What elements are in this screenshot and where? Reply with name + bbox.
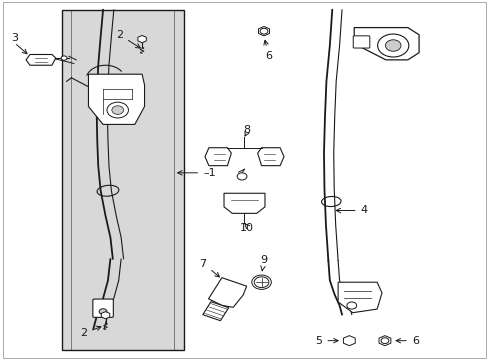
Text: 5: 5 — [315, 336, 338, 346]
Text: 10: 10 — [240, 224, 253, 233]
Polygon shape — [26, 54, 56, 65]
Polygon shape — [203, 302, 228, 321]
Text: 6: 6 — [395, 336, 418, 346]
FancyBboxPatch shape — [93, 299, 113, 318]
Text: 6: 6 — [264, 40, 272, 61]
Text: 7: 7 — [199, 258, 219, 277]
Polygon shape — [61, 10, 183, 350]
Circle shape — [99, 309, 107, 315]
Polygon shape — [258, 27, 269, 36]
Text: 4: 4 — [335, 206, 367, 216]
Circle shape — [237, 173, 246, 180]
Circle shape — [377, 34, 408, 57]
Polygon shape — [208, 278, 246, 307]
Circle shape — [380, 338, 388, 343]
Text: 3: 3 — [11, 33, 18, 43]
Polygon shape — [204, 148, 231, 166]
Polygon shape — [101, 312, 109, 319]
Polygon shape — [88, 74, 144, 125]
Circle shape — [260, 28, 267, 34]
Circle shape — [385, 40, 400, 51]
Polygon shape — [343, 336, 354, 346]
FancyBboxPatch shape — [352, 36, 369, 48]
Text: 8: 8 — [243, 125, 250, 135]
Polygon shape — [138, 36, 146, 42]
Circle shape — [254, 277, 268, 288]
Circle shape — [346, 302, 356, 309]
Polygon shape — [353, 28, 418, 60]
Polygon shape — [257, 148, 284, 166]
Circle shape — [112, 106, 123, 114]
Polygon shape — [224, 193, 264, 213]
Circle shape — [61, 56, 67, 60]
Text: 9: 9 — [260, 255, 267, 271]
Polygon shape — [378, 336, 390, 346]
Text: –1: –1 — [177, 168, 215, 178]
Text: 2: 2 — [80, 326, 101, 338]
Text: 2: 2 — [116, 30, 140, 48]
Polygon shape — [337, 282, 381, 313]
Circle shape — [107, 102, 128, 118]
